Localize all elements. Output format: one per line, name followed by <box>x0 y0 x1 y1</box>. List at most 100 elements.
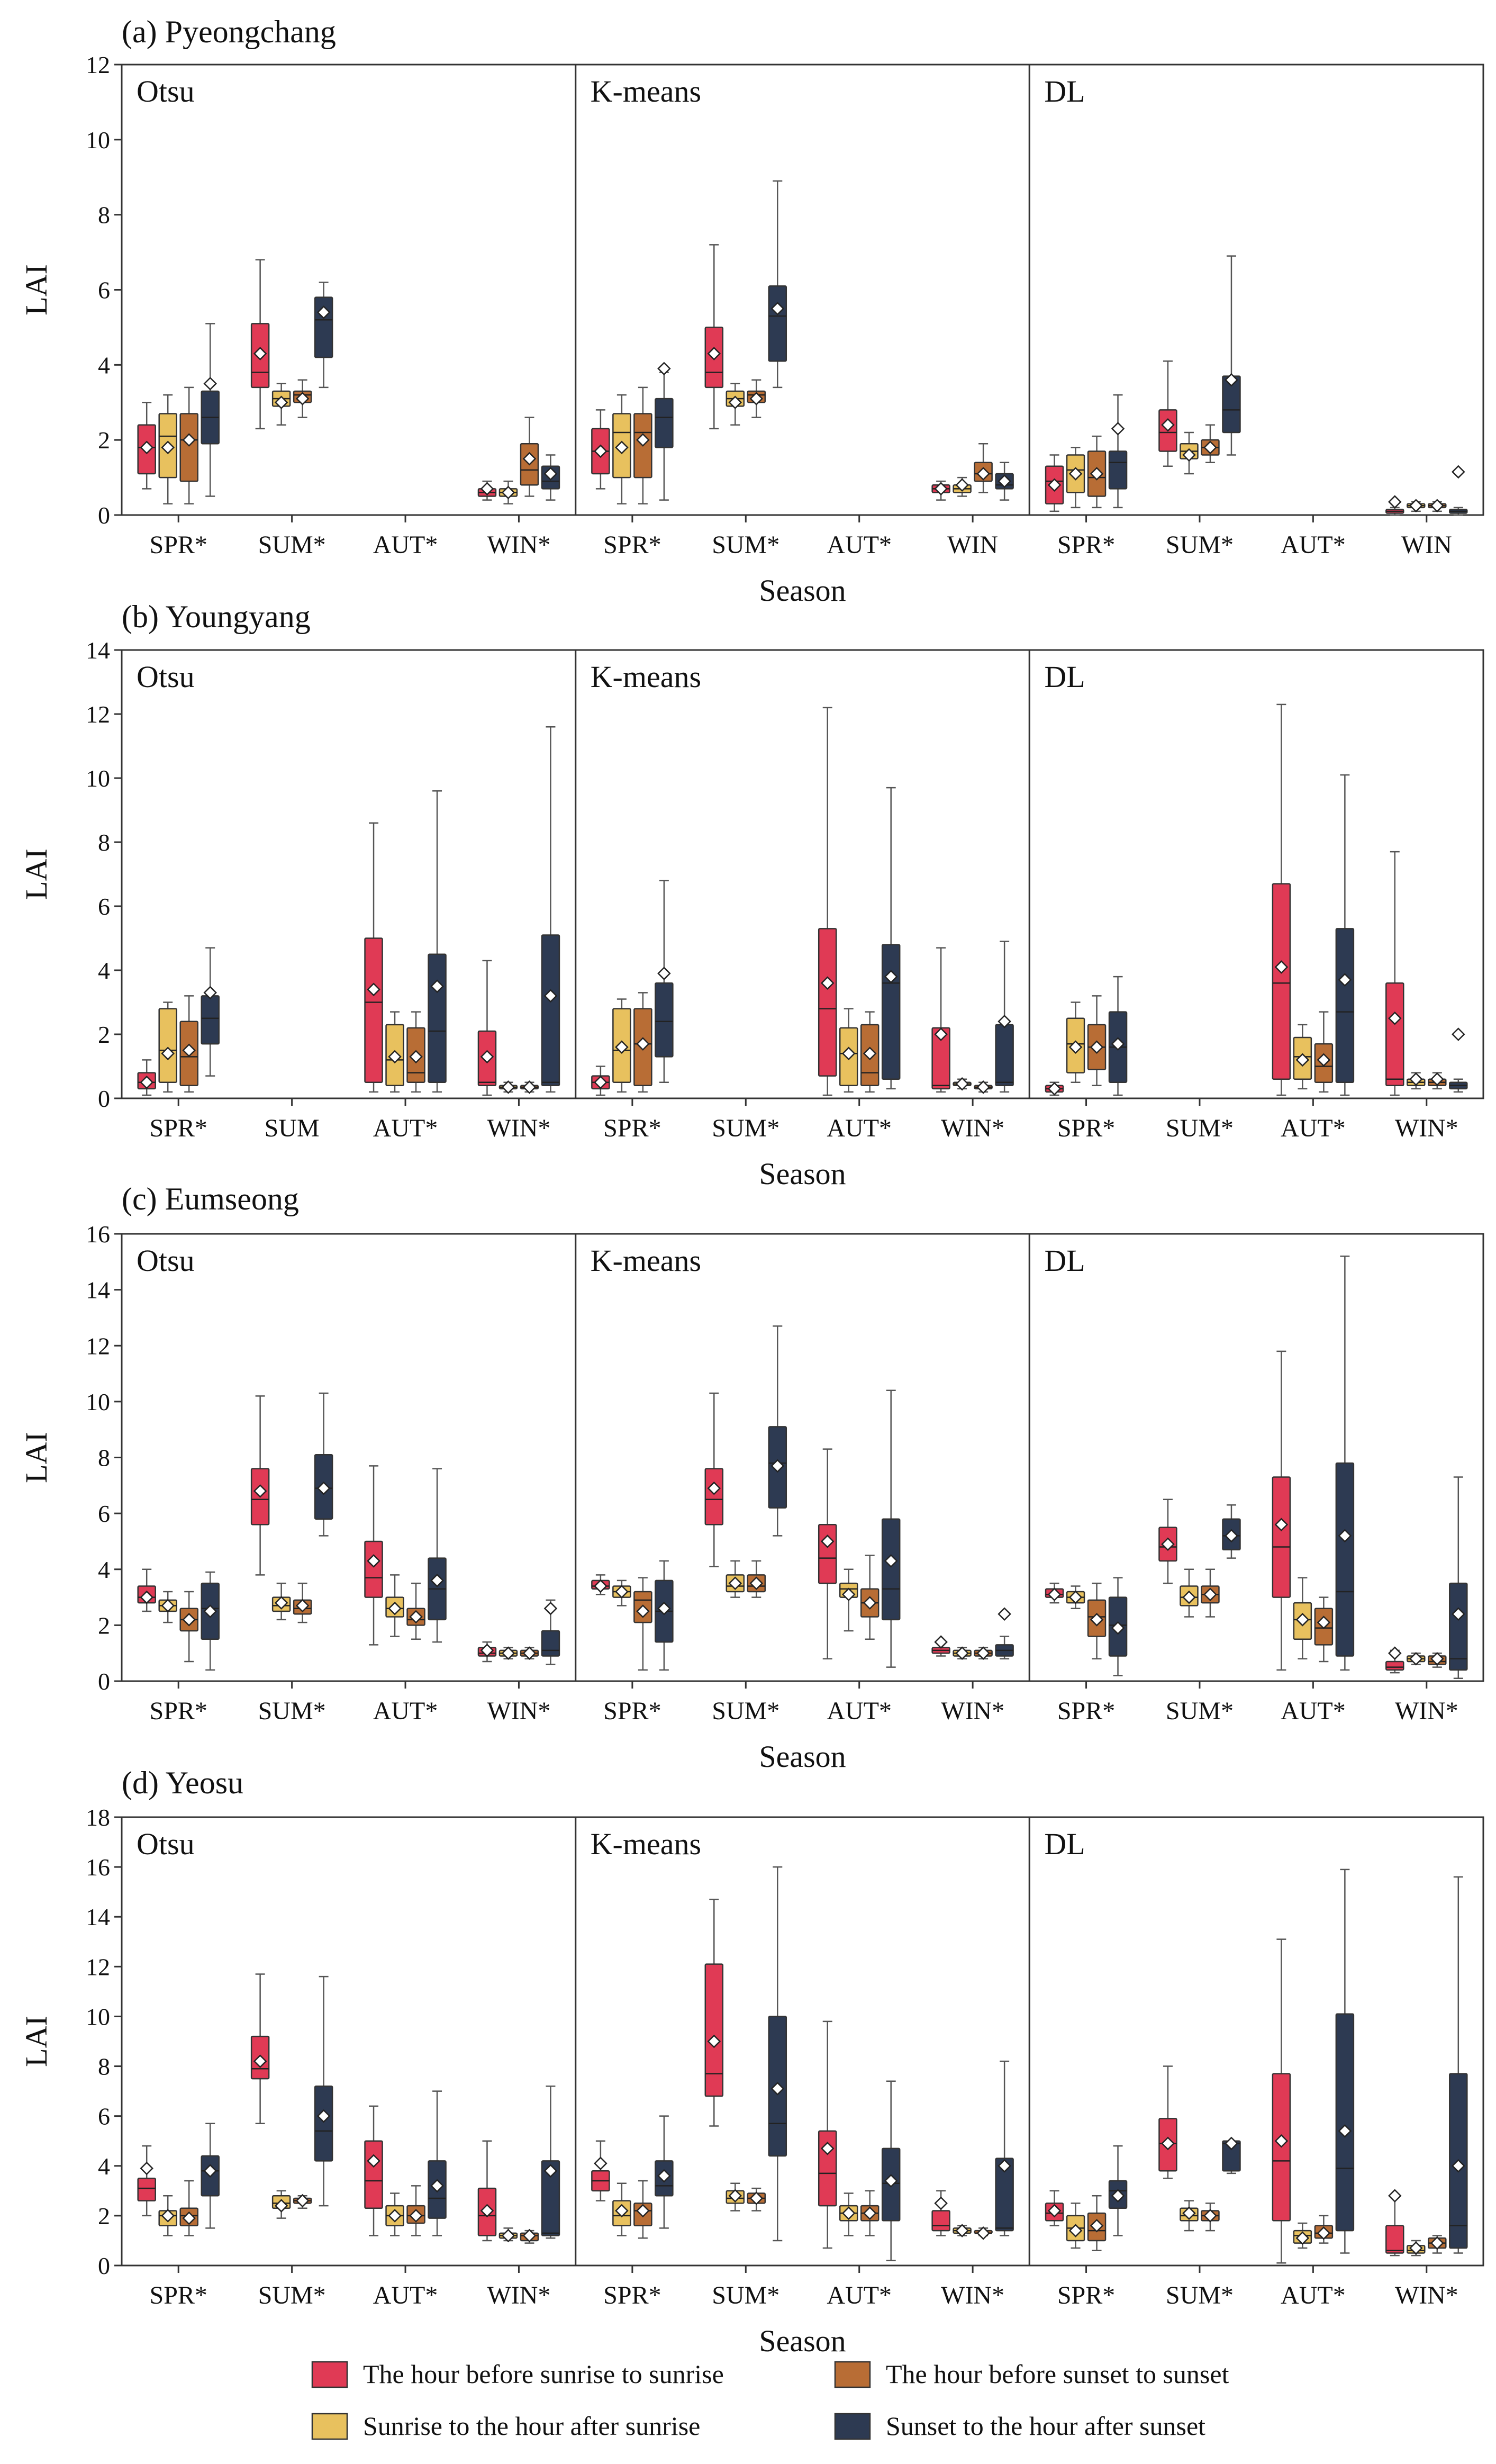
season-label: WIN* <box>487 2281 550 2309</box>
mean-marker <box>728 2189 742 2203</box>
y-tick-label: 0 <box>98 2252 110 2279</box>
box-before_sunset <box>293 1582 312 1623</box>
x-axis-label: Season <box>759 1157 846 1191</box>
mean-marker <box>934 482 948 496</box>
mean-marker <box>1225 373 1238 387</box>
mean-marker <box>316 1481 331 1495</box>
y-tick-label: 10 <box>86 1388 110 1415</box>
box-body <box>1108 450 1128 490</box>
box-after_sunset <box>1222 1504 1241 1559</box>
mean-marker <box>770 302 785 315</box>
legend: The hour before sunrise to sunrise The ho… <box>311 2359 1229 2441</box>
season-label: SUM* <box>712 2281 779 2309</box>
legend-swatch <box>311 2413 348 2440</box>
mean-marker <box>1317 1053 1331 1067</box>
box-before_sunrise <box>1045 2190 1064 2226</box>
box-after_sunset <box>201 323 220 497</box>
mean-marker <box>480 482 494 496</box>
box-before_sunrise <box>591 409 610 490</box>
box-body <box>768 285 787 362</box>
season-label: SPR* <box>150 1114 207 1142</box>
mean-marker <box>1317 2226 1331 2240</box>
y-axis-label: LAI <box>19 264 53 315</box>
mean-marker <box>1161 1537 1175 1551</box>
mean-marker <box>140 2161 153 2176</box>
season-label: WIN* <box>487 531 550 559</box>
mean-marker <box>841 1587 856 1602</box>
box-body <box>541 934 560 1087</box>
mean-marker <box>728 395 742 410</box>
mean-marker <box>1295 1053 1310 1067</box>
box-after_sunset <box>428 1468 447 1643</box>
box-after_sunset <box>1449 1027 1468 1093</box>
y-tick-label: 12 <box>86 51 110 78</box>
method-label: DL <box>1044 660 1085 694</box>
mean-marker <box>998 474 1011 488</box>
box-after_sunset <box>541 1599 560 1665</box>
mean-marker <box>884 1554 898 1568</box>
box-before_sunrise <box>1045 1582 1064 1604</box>
season-label: SPR* <box>1057 1697 1115 1725</box>
mean-marker <box>998 1607 1011 1621</box>
box-after_sunrise <box>271 1582 291 1621</box>
legend-label: Sunrise to the hour after sunrise <box>363 2411 700 2441</box>
box-body <box>541 1630 560 1657</box>
y-tick-label: 0 <box>98 1668 110 1695</box>
mean-marker <box>430 2179 444 2193</box>
mean-marker <box>1409 499 1423 513</box>
method-label: DL <box>1044 1827 1085 1861</box>
mean-marker <box>1161 2136 1175 2151</box>
box-before_sunset <box>520 1646 539 1660</box>
mean-marker <box>140 1590 153 1604</box>
box-before_sunset <box>406 1011 425 1093</box>
mean-marker <box>430 979 444 994</box>
method-frame <box>1028 64 1484 516</box>
mean-marker <box>1068 1590 1083 1604</box>
mean-marker <box>1068 2224 1083 2237</box>
mean-marker <box>594 1075 608 1089</box>
method-label: Otsu <box>137 660 195 694</box>
box-after_sunrise <box>1407 1651 1426 1666</box>
mean-marker <box>1452 1607 1465 1621</box>
box-body <box>1385 1660 1404 1671</box>
box-after_sunset <box>655 880 674 1083</box>
box-body <box>1385 982 1404 1087</box>
mean-marker <box>1047 1082 1062 1096</box>
box-before_sunrise <box>250 259 270 430</box>
season-label: SUM* <box>712 531 779 559</box>
mean-marker <box>1047 478 1062 492</box>
y-tick-label: 4 <box>98 2153 110 2180</box>
season-label: SUM* <box>258 1697 326 1725</box>
box-body <box>655 398 674 448</box>
season-label: AUT* <box>1281 1697 1346 1725</box>
mean-marker <box>976 2226 990 2240</box>
box-before_sunrise <box>704 244 724 430</box>
box-after_sunrise <box>1407 2240 1426 2257</box>
box-before_sunset <box>974 1646 993 1660</box>
mean-marker <box>409 1610 423 1624</box>
box-after_sunrise <box>271 2190 291 2219</box>
box-after_sunset <box>995 2060 1014 2236</box>
mean-marker <box>707 2034 721 2048</box>
mean-marker <box>409 1050 423 1064</box>
chart-panel: (a) Pyeongchang 0 2 4 6 8 10 12 LAI Season Otsu SPR… <box>19 14 1484 608</box>
box-before_sunset <box>520 2228 539 2244</box>
box-after_sunrise <box>1293 2222 1312 2249</box>
box-before_sunrise <box>137 1568 156 1612</box>
mean-marker <box>657 1601 671 1615</box>
mean-marker <box>749 2191 764 2205</box>
method-label: DL <box>1044 74 1085 109</box>
mean-marker <box>934 1635 948 1649</box>
mean-marker <box>1111 1621 1125 1635</box>
season-label: SPR* <box>1057 531 1115 559</box>
mean-marker <box>884 2174 898 2188</box>
y-tick-label: 14 <box>86 637 110 664</box>
box-after_sunset <box>995 1607 1014 1659</box>
mean-marker <box>594 1579 608 1593</box>
box-after_sunset <box>655 362 674 501</box>
box-before_sunrise <box>137 1059 156 1096</box>
mean-marker <box>636 1037 650 1051</box>
box-after_sunset <box>768 180 787 389</box>
mean-marker <box>1182 2206 1196 2220</box>
